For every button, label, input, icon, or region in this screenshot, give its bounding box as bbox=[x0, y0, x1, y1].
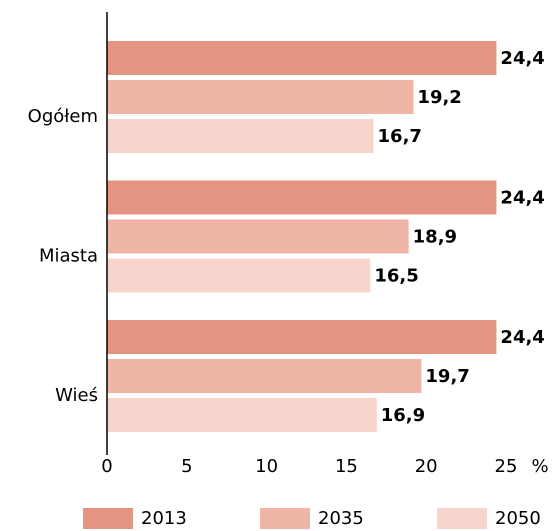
x-tick-label: 5 bbox=[181, 456, 192, 477]
data-label: 19,2 bbox=[417, 87, 461, 108]
data-label: 19,7 bbox=[425, 366, 469, 387]
bar bbox=[107, 80, 414, 114]
bar bbox=[107, 320, 497, 354]
x-tick-label: 15 bbox=[335, 456, 358, 477]
bar bbox=[107, 258, 371, 293]
bar bbox=[107, 219, 409, 254]
x-tick-label: 25 bbox=[495, 456, 518, 477]
x-axis-label: % bbox=[531, 456, 548, 477]
legend-swatch bbox=[260, 508, 310, 529]
legend-swatch bbox=[83, 508, 133, 529]
legend-label: 2013 bbox=[141, 508, 187, 529]
data-label: 24,4 bbox=[500, 188, 544, 209]
legend-label: 2035 bbox=[318, 508, 364, 529]
data-label: 24,4 bbox=[500, 48, 544, 69]
y-tick-label: Miasta bbox=[39, 246, 98, 267]
bar bbox=[107, 180, 497, 215]
bar bbox=[107, 41, 497, 75]
y-tick-label: Ogółem bbox=[28, 106, 98, 127]
data-label: 16,9 bbox=[381, 405, 425, 426]
x-tick-label: 20 bbox=[415, 456, 438, 477]
x-tick-label: 0 bbox=[101, 456, 112, 477]
data-label: 16,7 bbox=[378, 126, 422, 147]
y-tick-label: Wieś bbox=[55, 385, 98, 406]
legend-swatch bbox=[437, 508, 487, 529]
bar bbox=[107, 119, 374, 153]
legend-label: 2050 bbox=[495, 508, 541, 529]
data-label: 24,4 bbox=[500, 327, 544, 348]
data-label: 16,5 bbox=[374, 266, 418, 287]
bar bbox=[107, 359, 422, 393]
x-tick-label: 10 bbox=[255, 456, 278, 477]
bar bbox=[107, 398, 377, 432]
data-label: 18,9 bbox=[413, 227, 457, 248]
